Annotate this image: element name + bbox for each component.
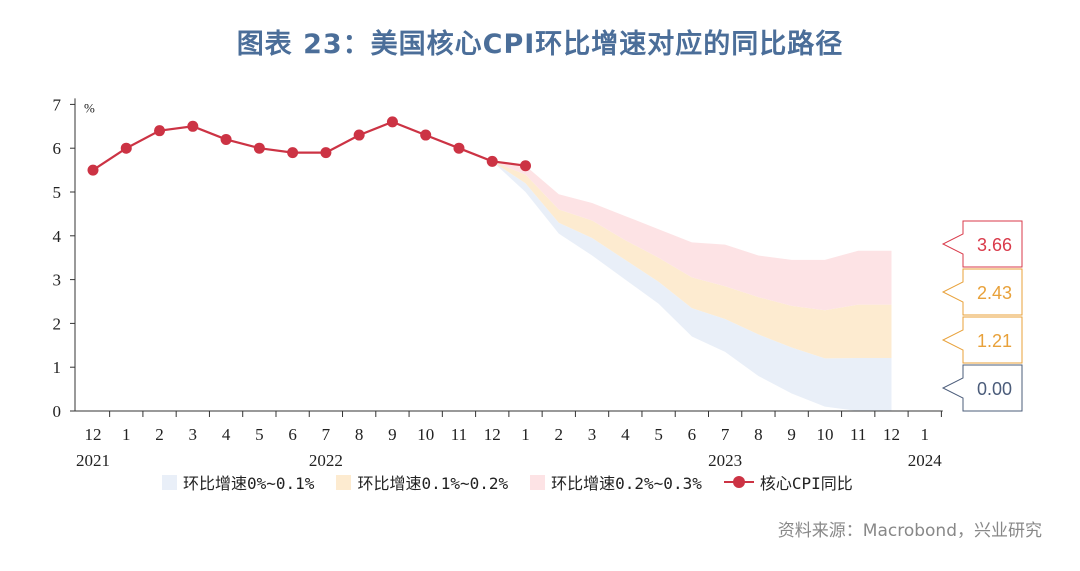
x-tick-label: 3 — [588, 425, 597, 444]
y-tick-label: 6 — [53, 139, 62, 158]
legend-item-band-low: 环比增速0%~0.1% — [162, 470, 314, 494]
x-tick-label: 12 — [85, 425, 102, 444]
y-tick-label: 1 — [53, 358, 62, 377]
x-year-label: 2024 — [908, 451, 943, 470]
x-tick-label: 5 — [255, 425, 264, 444]
y-tick-label: 2 — [53, 314, 62, 333]
core-cpi-line — [92, 120, 526, 172]
x-tick-label: 2 — [155, 425, 164, 444]
legend-swatch-band-high — [530, 474, 546, 490]
x-tick-label: 10 — [417, 425, 434, 444]
end-label-box — [941, 364, 1023, 412]
core-cpi-point — [520, 160, 532, 172]
chart-title: 图表 23：美国核心CPI环比增速对应的同比路径 — [236, 29, 844, 60]
core-cpi-point — [154, 125, 166, 137]
y-tick-label: 3 — [53, 271, 62, 290]
legend-item-core-cpi: 核心CPI同比 — [723, 470, 853, 494]
band-area-2 — [492, 161, 892, 311]
x-tick-label: 4 — [222, 425, 231, 444]
x-tick-label: 2 — [555, 425, 564, 444]
end-label-value: 3.66 — [977, 235, 1012, 255]
x-tick-label: 11 — [850, 425, 866, 444]
x-tick-label: 6 — [288, 425, 297, 444]
core-cpi-point — [120, 142, 132, 154]
x-tick-label: 11 — [451, 425, 467, 444]
x-tick-label: 3 — [189, 425, 198, 444]
legend-swatch-band-mid — [336, 474, 352, 490]
core-cpi-point — [353, 129, 365, 141]
y-tick-label: 5 — [53, 183, 62, 202]
legend-line-marker-icon — [723, 475, 754, 489]
x-tick-label: 8 — [355, 425, 364, 444]
legend: 环比增速0%~0.1% 环比增速0.1%~0.2% 环比增速0.2%~0.3% … — [162, 470, 875, 494]
core-cpi-point — [87, 164, 99, 176]
core-cpi-point — [486, 155, 498, 167]
x-year-label: 2022 — [309, 451, 343, 470]
core-cpi-point — [320, 147, 332, 159]
legend-label-core-cpi: 核心CPI同比 — [759, 474, 853, 493]
y-tick-label: 7 — [53, 95, 62, 114]
x-tick-label: 7 — [721, 425, 730, 444]
core-cpi-point — [420, 129, 432, 141]
legend-label-band-high: 环比增速0.2%~0.3% — [551, 474, 702, 493]
y-axis-unit-label: % — [84, 100, 95, 115]
y-tick-label: 0 — [53, 402, 62, 421]
end-label-value: 0.00 — [977, 379, 1012, 399]
x-tick-label: 9 — [787, 425, 796, 444]
end-label-box — [941, 220, 1023, 268]
core-cpi-point — [220, 133, 232, 145]
x-tick-label: 6 — [688, 425, 697, 444]
x-tick-label: 8 — [754, 425, 763, 444]
x-tick-label: 10 — [816, 425, 833, 444]
legend-swatch-band-low — [162, 474, 177, 490]
x-year-label: 2023 — [708, 451, 742, 470]
core-cpi-point — [453, 142, 465, 154]
x-tick-label: 5 — [654, 425, 663, 444]
legend-label-band-mid: 环比增速0.1%~0.2% — [357, 474, 509, 493]
end-label-box — [941, 316, 1023, 364]
core-cpi-point — [386, 116, 398, 128]
legend-label-band-low: 环比增速0%~0.1% — [183, 474, 315, 493]
core-cpi-point — [187, 120, 199, 132]
end-label-value: 2.43 — [977, 283, 1012, 303]
x-year-label: 2021 — [76, 451, 110, 470]
legend-item-band-high: 环比增速0.2%~0.3% — [530, 470, 702, 494]
legend-item-band-mid: 环比增速0.1%~0.2% — [336, 470, 508, 494]
y-tick-label: 4 — [53, 227, 62, 246]
source-note: 资料来源：Macrobond，兴业研究 — [777, 521, 1042, 541]
x-tick-label: 12 — [883, 425, 900, 444]
core-cpi-point — [253, 142, 265, 154]
x-tick-label: 1 — [122, 425, 131, 444]
band-area-0 — [492, 161, 892, 411]
x-tick-label: 9 — [388, 425, 397, 444]
x-tick-label: 7 — [322, 425, 331, 444]
x-tick-label: 1 — [521, 425, 530, 444]
x-tick-label: 4 — [621, 425, 630, 444]
core-cpi-point — [287, 147, 299, 159]
x-tick-label: 12 — [484, 425, 501, 444]
band-area-1 — [492, 161, 892, 359]
x-tick-label: 1 — [921, 425, 930, 444]
end-label-box — [941, 268, 1023, 316]
end-label-value: 1.21 — [977, 331, 1012, 351]
